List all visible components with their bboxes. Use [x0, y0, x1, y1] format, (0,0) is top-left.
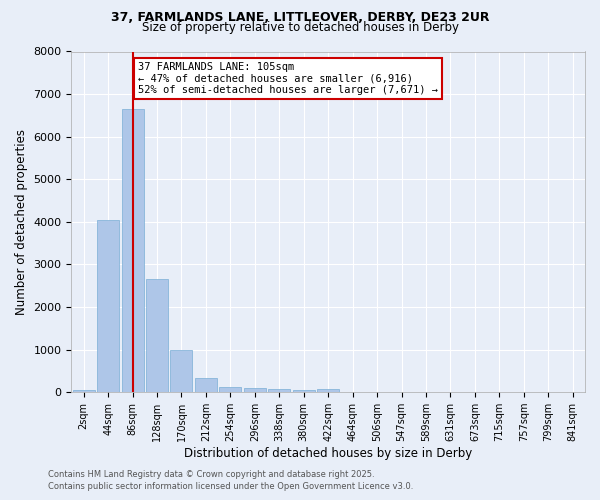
Bar [317, 389, 339, 392]
Bar [146, 280, 168, 392]
Bar [268, 389, 290, 392]
X-axis label: Distribution of detached houses by size in Derby: Distribution of detached houses by size … [184, 447, 472, 460]
Bar [244, 388, 266, 392]
Bar [97, 220, 119, 392]
Y-axis label: Number of detached properties: Number of detached properties [15, 129, 28, 315]
Text: Contains HM Land Registry data © Crown copyright and database right 2025.
Contai: Contains HM Land Registry data © Crown c… [48, 470, 413, 491]
Text: 37 FARMLANDS LANE: 105sqm
← 47% of detached houses are smaller (6,916)
52% of se: 37 FARMLANDS LANE: 105sqm ← 47% of detac… [138, 62, 438, 95]
Bar [293, 390, 315, 392]
Bar [122, 109, 143, 392]
Bar [73, 390, 95, 392]
Text: 37, FARMLANDS LANE, LITTLEOVER, DERBY, DE23 2UR: 37, FARMLANDS LANE, LITTLEOVER, DERBY, D… [111, 11, 489, 24]
Bar [220, 386, 241, 392]
Bar [195, 378, 217, 392]
Text: Size of property relative to detached houses in Derby: Size of property relative to detached ho… [142, 21, 458, 34]
Bar [170, 350, 193, 392]
